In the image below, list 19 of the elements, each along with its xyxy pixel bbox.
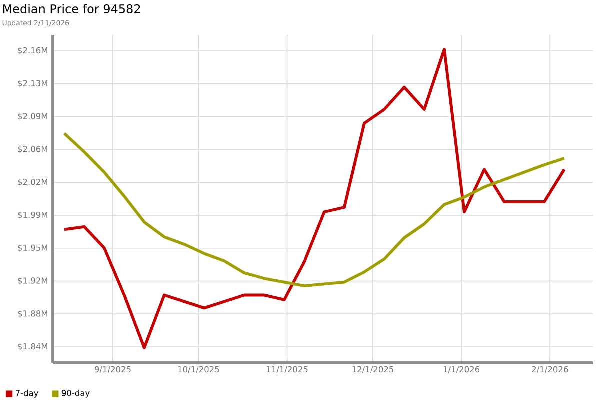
y-tick-label: $2.16M	[18, 47, 48, 55]
y-tick-label: $1.95M	[18, 244, 48, 252]
chart-title: Median Price for 94582	[3, 4, 140, 14]
y-tick-label: $2.02M	[18, 178, 48, 186]
y-tick-label: $1.84M	[18, 343, 48, 351]
y-tick-label: $2.13M	[18, 80, 48, 88]
x-tick-label: 12/1/2025	[352, 366, 394, 374]
x-tick-label: 11/1/2025	[266, 366, 308, 374]
x-tick-label: 2/1/2026	[532, 366, 568, 374]
y-tick-label: $2.09M	[18, 113, 48, 121]
y-tick-label: $2.06M	[18, 146, 48, 154]
y-tick-label: $1.88M	[18, 310, 48, 318]
y-tick-label: $1.92M	[18, 277, 48, 285]
x-tick-label: 1/1/2026	[444, 366, 480, 374]
x-tick-label: 10/1/2025	[178, 366, 220, 374]
x-tick-label: 9/1/2025	[94, 366, 131, 374]
y-tick-label: $1.99M	[18, 212, 48, 220]
legend-label: 7-day	[16, 390, 38, 398]
legend-label: 90-day	[62, 390, 90, 398]
